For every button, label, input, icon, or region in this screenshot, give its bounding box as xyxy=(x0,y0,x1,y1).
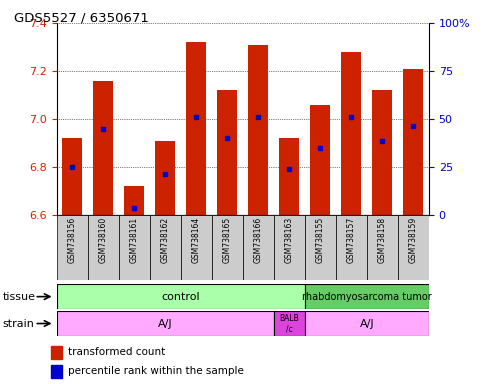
Text: GSM738162: GSM738162 xyxy=(161,217,170,263)
Text: BALB
/c: BALB /c xyxy=(280,314,299,333)
Bar xyxy=(88,215,119,280)
Bar xyxy=(186,42,207,215)
Text: GSM738166: GSM738166 xyxy=(254,217,263,263)
Bar xyxy=(51,346,62,359)
Bar xyxy=(217,90,237,215)
Text: GSM738157: GSM738157 xyxy=(347,217,356,263)
Text: transformed count: transformed count xyxy=(68,347,165,357)
Bar xyxy=(305,311,429,336)
Bar xyxy=(124,186,144,215)
Text: A/J: A/J xyxy=(359,318,374,329)
Text: GSM738155: GSM738155 xyxy=(316,217,325,263)
Bar xyxy=(93,81,113,215)
Text: GSM738156: GSM738156 xyxy=(68,217,77,263)
Bar xyxy=(212,215,243,280)
Text: percentile rank within the sample: percentile rank within the sample xyxy=(68,366,244,376)
Bar xyxy=(367,215,398,280)
Text: control: control xyxy=(161,291,200,302)
Text: GSM738165: GSM738165 xyxy=(223,217,232,263)
Bar xyxy=(305,215,336,280)
Text: A/J: A/J xyxy=(158,318,173,329)
Bar xyxy=(57,311,274,336)
Bar xyxy=(57,215,88,280)
Bar xyxy=(310,105,330,215)
Text: GSM738158: GSM738158 xyxy=(378,217,387,263)
Bar xyxy=(155,141,176,215)
Bar xyxy=(403,69,423,215)
Bar xyxy=(336,215,367,280)
Bar xyxy=(150,215,181,280)
Bar xyxy=(248,45,268,215)
Text: tissue: tissue xyxy=(2,291,35,302)
Bar xyxy=(181,215,212,280)
Text: GDS5527 / 6350671: GDS5527 / 6350671 xyxy=(14,12,149,25)
Bar xyxy=(305,284,429,309)
Bar xyxy=(57,284,305,309)
Bar xyxy=(62,138,82,215)
Bar xyxy=(341,52,361,215)
Text: strain: strain xyxy=(2,318,35,329)
Bar xyxy=(274,215,305,280)
Text: GSM738163: GSM738163 xyxy=(285,217,294,263)
Bar xyxy=(372,90,392,215)
Bar xyxy=(51,365,62,378)
Text: GSM738160: GSM738160 xyxy=(99,217,108,263)
Bar xyxy=(274,311,305,336)
Text: GSM738164: GSM738164 xyxy=(192,217,201,263)
Bar xyxy=(398,215,429,280)
Bar xyxy=(243,215,274,280)
Bar xyxy=(119,215,150,280)
Text: GSM738159: GSM738159 xyxy=(409,217,418,263)
Bar xyxy=(279,138,299,215)
Text: rhabdomyosarcoma tumor: rhabdomyosarcoma tumor xyxy=(302,291,432,302)
Text: GSM738161: GSM738161 xyxy=(130,217,139,263)
